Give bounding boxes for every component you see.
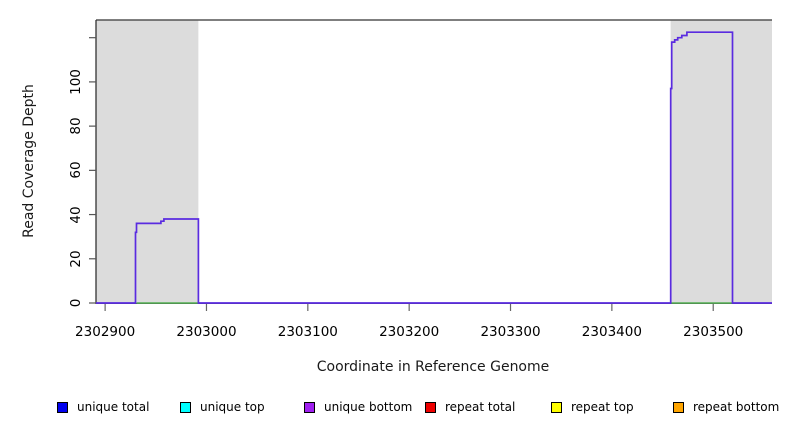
x-tick-label: 2303300 — [480, 324, 541, 340]
coverage-line — [96, 31, 772, 304]
legend-label: repeat total — [445, 400, 516, 414]
y-tick-label: 20 — [68, 250, 84, 268]
legend-swatch-icon — [304, 401, 315, 413]
legend-label: unique bottom — [324, 400, 413, 414]
x-tick-label: 2303500 — [683, 324, 744, 340]
legend-item-unique-bottom: unique bottom — [304, 400, 413, 414]
y-tick-label: 0 — [68, 298, 84, 308]
legend-item-unique-total: unique total — [57, 400, 150, 414]
y-tick-label: 60 — [68, 161, 84, 179]
legend-item-repeat-total: repeat total — [425, 400, 516, 414]
legend-item-unique-top: unique top — [180, 400, 265, 414]
x-tick-label: 2303400 — [581, 324, 642, 340]
legend-label: unique total — [77, 400, 150, 414]
y-tick-label: 80 — [68, 117, 84, 135]
x-tick-label: 2303100 — [277, 324, 338, 340]
legend-label: repeat bottom — [693, 400, 780, 414]
y-axis-label: Read Coverage Depth — [21, 84, 37, 238]
legend-swatch-icon — [551, 401, 562, 413]
shaded-region — [96, 20, 199, 304]
legend-swatch-icon — [425, 401, 436, 413]
shaded-region — [670, 20, 772, 304]
x-tick-label: 2303000 — [176, 324, 237, 340]
x-tick-label: 2302900 — [75, 324, 136, 340]
legend-label: unique top — [200, 400, 265, 414]
legend-swatch-icon — [180, 401, 191, 413]
legend-swatch-icon — [673, 401, 684, 413]
y-tick-label: 40 — [68, 205, 84, 224]
legend-swatch-icon — [57, 401, 68, 413]
x-axis-label: Coordinate in Reference Genome — [316, 359, 550, 375]
legend-label: repeat top — [571, 400, 634, 414]
legend-item-repeat-top: repeat top — [551, 400, 634, 414]
x-tick-label: 2303200 — [379, 324, 440, 340]
legend-item-repeat-bottom: repeat bottom — [673, 400, 780, 414]
y-tick-label: 100 — [68, 69, 84, 95]
